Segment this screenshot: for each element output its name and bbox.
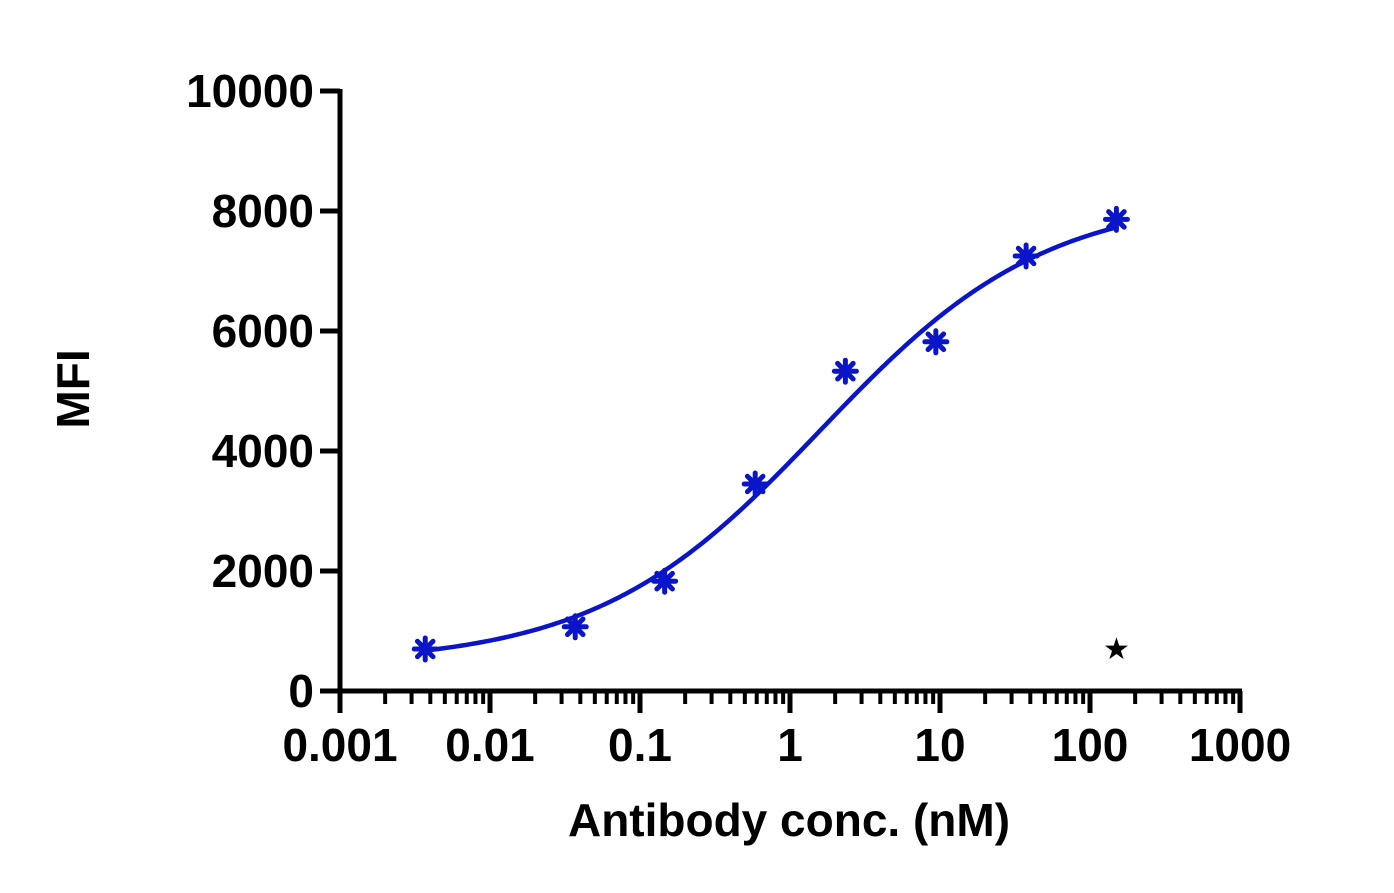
fit-curve-layer [422,225,1119,653]
data-point [1102,205,1130,233]
y-tick-label: 0 [288,665,314,717]
star-annotation: ★ [1103,632,1130,667]
data-point [651,567,679,595]
data-point [561,613,589,641]
y-tick-label: 8000 [212,185,314,237]
y-tick-label: 6000 [212,305,314,357]
x-axis-title: Antibody conc. (nM) [568,794,1010,846]
x-axis-ticks: 0.001 0.01 0.1 1 10 100 1000 [282,691,1291,771]
data-points [411,205,1130,663]
data-point [741,470,769,498]
x-tick-label: 100 [1052,719,1129,771]
x-tick-label: 1000 [1189,719,1291,771]
data-point [1012,242,1040,270]
y-tick-label: 2000 [212,545,314,597]
y-tick-label: 4000 [212,425,314,477]
x-tick-label: 0.1 [608,719,672,771]
annotations: ★ [1103,632,1130,667]
y-axis-title: MFI [47,349,99,428]
x-tick-label: 1 [777,719,803,771]
y-tick-label: 10000 [186,65,314,117]
x-tick-label: 0.001 [282,719,397,771]
y-axis-ticks: 0 2000 4000 6000 8000 10000 [186,65,340,717]
x-tick-label: 0.01 [445,719,535,771]
data-point [831,357,859,385]
data-point [411,635,439,663]
fit-curve [422,225,1119,653]
data-point [922,328,950,356]
axes [337,89,1242,694]
x-tick-label: 10 [914,719,965,771]
